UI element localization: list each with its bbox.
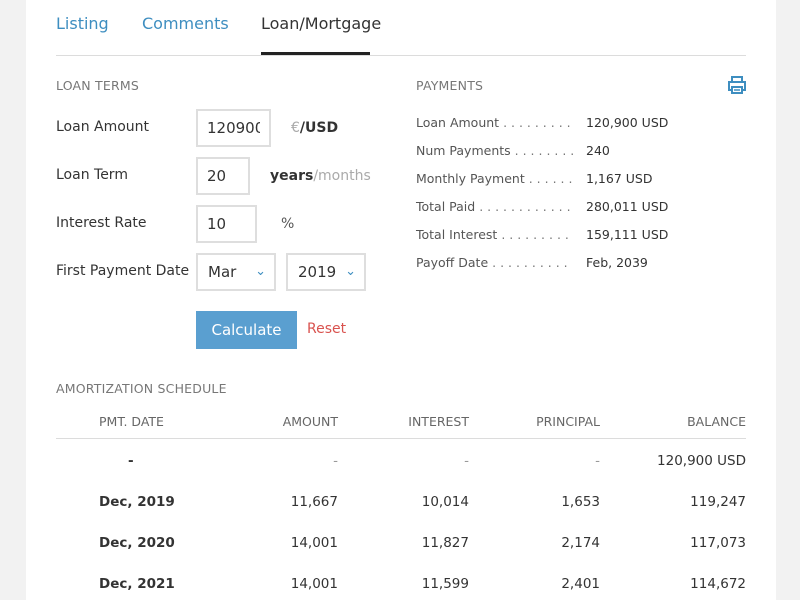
term-months-option[interactable]: months <box>318 168 371 184</box>
year-select-value: 2019 <box>298 263 337 281</box>
month-select[interactable]: Mar ⌄ <box>196 253 276 291</box>
payment-value-monthly-payment: 1,167 USD <box>586 171 653 186</box>
row-amount: 11,667 <box>290 494 338 510</box>
row-principal: 2,174 <box>561 535 600 551</box>
loan-term-input[interactable] <box>196 157 250 195</box>
payments-title: PAYMENTS <box>416 78 484 93</box>
interest-rate-input[interactable] <box>196 205 257 243</box>
active-tab-indicator <box>261 52 370 55</box>
currency-separator: / <box>299 120 306 136</box>
term-years-option[interactable]: years <box>270 168 314 184</box>
loan-panel: Listing Comments Loan/Mortgage LOAN TERM… <box>26 0 776 600</box>
reset-link[interactable]: Reset <box>307 321 347 337</box>
payment-label-total-interest: Total Interest . . . . . . . . . <box>416 227 569 242</box>
payment-label-total-paid: Total Paid . . . . . . . . . . . . <box>416 199 571 214</box>
row-balance: 117,073 <box>690 535 746 551</box>
payment-value-payoff-date: Feb, 2039 <box>586 255 648 270</box>
table-divider <box>56 438 746 439</box>
row-date: Dec, 2021 <box>99 576 175 592</box>
column-header-amount: AMOUNT <box>282 414 338 429</box>
chevron-down-icon: ⌄ <box>255 264 266 279</box>
year-select[interactable]: 2019 ⌄ <box>286 253 366 291</box>
payment-label-num-payments: Num Payments . . . . . . . . <box>416 143 575 158</box>
row-interest: 11,599 <box>421 576 469 592</box>
payment-label-loan-amount: Loan Amount . . . . . . . . . <box>416 115 571 130</box>
payment-value-total-paid: 280,011 USD <box>586 199 669 214</box>
row-principal: 2,401 <box>561 576 600 592</box>
row-balance: 120,900 USD <box>657 453 746 469</box>
row-balance: 119,247 <box>690 494 746 510</box>
term-separator: / <box>313 168 319 184</box>
row-date: - <box>128 453 134 469</box>
row-interest: 11,827 <box>421 535 469 551</box>
column-header-balance: BALANCE <box>687 414 746 429</box>
row-principal: - <box>595 453 600 469</box>
chevron-down-icon: ⌄ <box>345 264 356 279</box>
tab-comments[interactable]: Comments <box>142 14 229 33</box>
payment-value-total-interest: 159,111 USD <box>586 227 669 242</box>
row-amount: - <box>333 453 338 469</box>
tab-loan-mortgage[interactable]: Loan/Mortgage <box>261 14 382 33</box>
printer-icon[interactable] <box>727 75 747 95</box>
loan-amount-label: Loan Amount <box>56 119 150 135</box>
loan-term-unit: years/months <box>270 168 371 184</box>
month-select-value: Mar <box>208 263 237 281</box>
row-date: Dec, 2020 <box>99 535 175 551</box>
column-header-interest: INTEREST <box>408 414 469 429</box>
first-payment-date-label: First Payment Date <box>56 263 190 279</box>
loan-terms-title: LOAN TERMS <box>56 78 139 93</box>
payment-value-loan-amount: 120,900 USD <box>586 115 669 130</box>
loan-amount-currency: €/USD <box>291 120 338 136</box>
amortization-title: AMORTIZATION SCHEDULE <box>56 381 227 396</box>
currency-eur-option[interactable]: € <box>291 120 300 136</box>
payment-label-monthly-payment: Monthly Payment . . . . . . <box>416 171 573 186</box>
loan-term-label: Loan Term <box>56 167 128 183</box>
row-balance: 114,672 <box>690 576 746 592</box>
currency-usd-option[interactable]: USD <box>305 120 339 136</box>
row-amount: 14,001 <box>290 535 338 551</box>
calculate-button[interactable]: Calculate <box>196 311 297 349</box>
row-interest: 10,014 <box>421 494 469 510</box>
payment-label-payoff-date: Payoff Date . . . . . . . . . . <box>416 255 568 270</box>
payment-value-num-payments: 240 <box>586 143 610 158</box>
loan-amount-input[interactable] <box>196 109 271 147</box>
tab-listing[interactable]: Listing <box>56 14 109 33</box>
column-header-date: PMT. DATE <box>99 414 164 429</box>
column-header-principal: PRINCIPAL <box>536 414 600 429</box>
row-date: Dec, 2019 <box>99 494 175 510</box>
percent-unit: % <box>281 216 295 232</box>
row-interest: - <box>464 453 469 469</box>
row-amount: 14,001 <box>290 576 338 592</box>
tab-bar: Listing Comments Loan/Mortgage <box>56 0 746 56</box>
row-principal: 1,653 <box>561 494 600 510</box>
interest-rate-label: Interest Rate <box>56 215 147 231</box>
